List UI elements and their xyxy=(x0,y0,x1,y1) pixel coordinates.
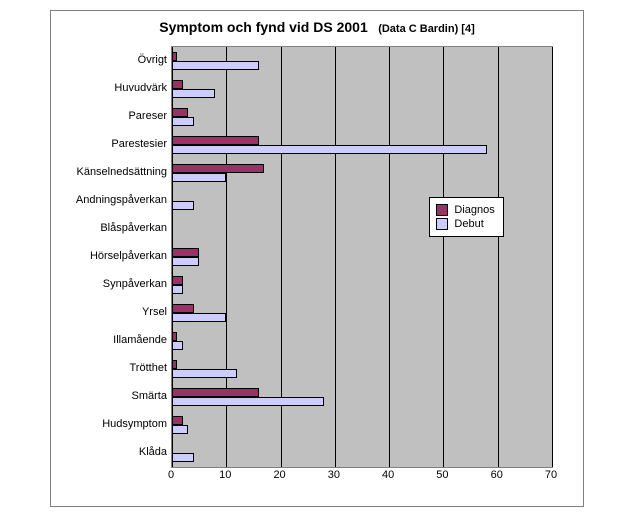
bar-diagnos xyxy=(172,360,177,369)
x-tick-label: 40 xyxy=(382,469,394,481)
y-tick-label: Övrigt xyxy=(57,54,167,66)
bar-debut xyxy=(172,369,237,378)
x-tick-label: 20 xyxy=(273,469,285,481)
y-tick-label: Känselnedsättning xyxy=(57,166,167,178)
gridline xyxy=(389,47,390,467)
y-tick-label: Yrsel xyxy=(57,306,167,318)
y-tick-label: Parestesier xyxy=(57,138,167,150)
bar-diagnos xyxy=(172,80,183,89)
y-tick-label: Pareser xyxy=(57,110,167,122)
x-tick-label: 60 xyxy=(491,469,503,481)
bar-debut xyxy=(172,173,226,182)
x-tick-label: 10 xyxy=(219,469,231,481)
y-tick-label: Illamående xyxy=(57,334,167,346)
bar-diagnos xyxy=(172,248,199,257)
y-tick-label: Blåspåverkan xyxy=(57,222,167,234)
legend-label: Diagnos xyxy=(454,204,494,216)
gridline xyxy=(498,47,499,467)
y-tick-label: Klåda xyxy=(57,446,167,458)
legend-item: Diagnos xyxy=(436,204,494,216)
x-tick-label: 70 xyxy=(545,469,557,481)
y-tick-label: Trötthet xyxy=(57,362,167,374)
bar-debut xyxy=(172,117,194,126)
y-tick-label: Hudsymptom xyxy=(57,418,167,430)
bar-diagnos xyxy=(172,416,183,425)
bar-debut xyxy=(172,425,188,434)
x-tick-label: 50 xyxy=(436,469,448,481)
legend-item: Debut xyxy=(436,218,494,230)
bar-debut xyxy=(172,341,183,350)
legend: Diagnos Debut xyxy=(429,197,503,237)
bar-diagnos xyxy=(172,276,183,285)
x-tick-label: 0 xyxy=(168,469,174,481)
chart-title: Symptom och fynd vid DS 2001 (Data C Bar… xyxy=(51,19,583,37)
bar-debut xyxy=(172,145,487,154)
bar-diagnos xyxy=(172,388,259,397)
legend-swatch xyxy=(436,218,448,230)
x-tick-label: 30 xyxy=(328,469,340,481)
bar-debut xyxy=(172,313,226,322)
y-tick-label: Huvudvärk xyxy=(57,82,167,94)
chart-title-main: Symptom och fynd vid DS 2001 xyxy=(159,19,368,35)
y-tick-label: Synpåverkan xyxy=(57,278,167,290)
bar-diagnos xyxy=(172,304,194,313)
bar-diagnos xyxy=(172,108,188,117)
bar-diagnos xyxy=(172,52,177,61)
y-tick-label: Andningspåverkan xyxy=(57,194,167,206)
bar-debut xyxy=(172,397,324,406)
gridline xyxy=(443,47,444,467)
bar-diagnos xyxy=(172,164,264,173)
legend-swatch xyxy=(436,204,448,216)
chart-container: Symptom och fynd vid DS 2001 (Data C Bar… xyxy=(0,0,632,520)
gridline xyxy=(335,47,336,467)
bar-diagnos xyxy=(172,136,259,145)
plot-area xyxy=(171,46,553,468)
gridline xyxy=(552,47,553,467)
bar-debut xyxy=(172,89,215,98)
y-tick-label: Hörselpåverkan xyxy=(57,250,167,262)
chart-title-sub: (Data C Bardin) [4] xyxy=(378,23,475,35)
bar-debut xyxy=(172,201,194,210)
bar-diagnos xyxy=(172,332,177,341)
legend-label: Debut xyxy=(454,218,483,230)
bar-debut xyxy=(172,61,259,70)
bar-debut xyxy=(172,453,194,462)
bar-debut xyxy=(172,257,199,266)
y-tick-label: Smärta xyxy=(57,390,167,402)
chart-box: Symptom och fynd vid DS 2001 (Data C Bar… xyxy=(50,10,584,507)
bar-debut xyxy=(172,285,183,294)
